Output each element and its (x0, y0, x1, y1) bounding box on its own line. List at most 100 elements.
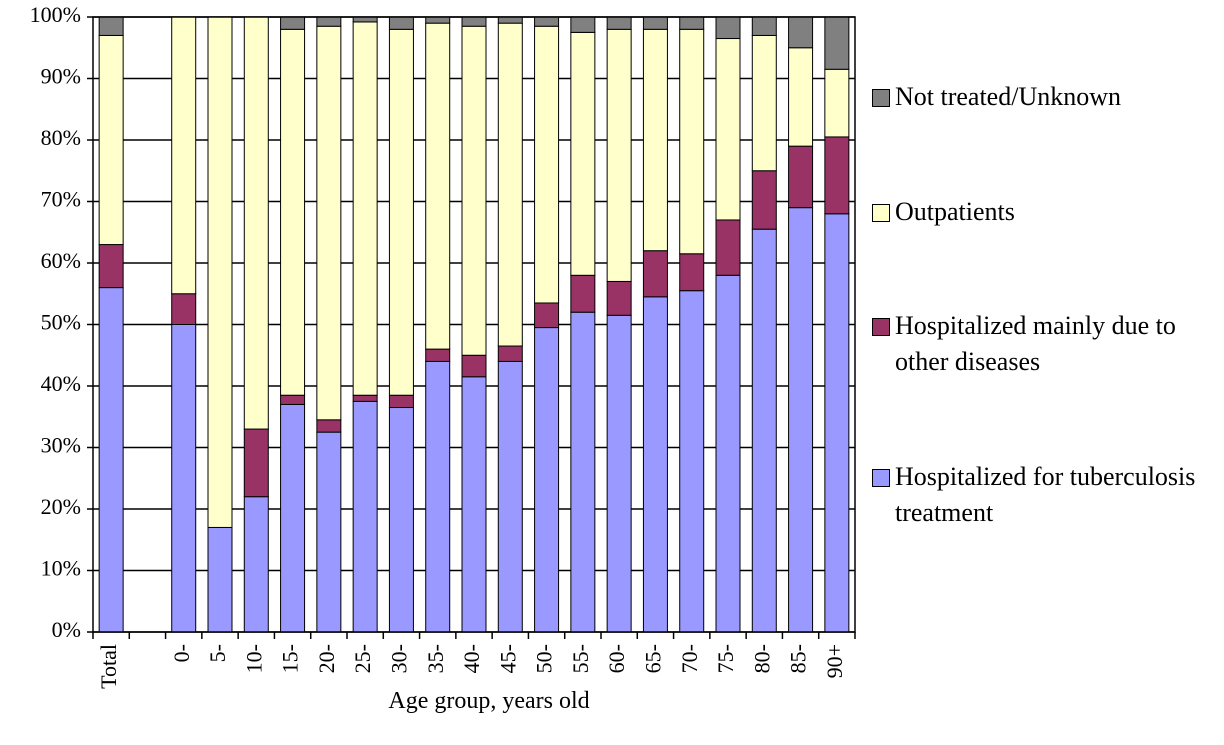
plot-frame (92, 16, 856, 633)
bar-segment (171, 324, 197, 633)
bar-segment (388, 16, 414, 30)
bar-segment (171, 16, 197, 295)
bar-segment (98, 244, 124, 289)
bar-segment (679, 16, 705, 30)
bar-segment (824, 16, 850, 70)
bar-segment (497, 22, 523, 347)
legend-swatch (872, 318, 890, 337)
bar-segment (316, 25, 342, 421)
bar-segment (243, 428, 269, 498)
bar-segment (497, 345, 523, 362)
x-tick-label: 65- (640, 644, 665, 673)
bar-segment (280, 28, 306, 396)
bar-segment (98, 16, 124, 36)
x-tick-label: 60- (604, 644, 629, 673)
bar-segment (425, 16, 451, 24)
bar-segment (824, 136, 850, 215)
bar-segment (316, 16, 342, 27)
bar-segment (606, 16, 632, 30)
bar-segment (534, 16, 560, 27)
legend: Not treated/Unknown Outpatients Hospitaliz… (872, 40, 1217, 570)
bar-segment (570, 31, 596, 276)
legend-item: Hospitalized for tuberculosis treatment (872, 459, 1217, 531)
legend-swatch (872, 468, 890, 487)
bar-segment (570, 274, 596, 313)
bar-segment (715, 38, 741, 221)
bar-segment (642, 16, 668, 30)
bar-segment (461, 16, 487, 27)
bar-segment (425, 22, 451, 350)
bar-segment (642, 28, 668, 252)
bar-segment (788, 16, 814, 49)
bar-segment (352, 21, 378, 396)
x-tick-label: Total (96, 644, 121, 689)
bar-segment (425, 360, 451, 633)
x-axis-title: Age group, years old (388, 688, 589, 714)
bar-segment (570, 16, 596, 33)
x-tick-label: 5- (205, 644, 230, 662)
bar-segment (352, 400, 378, 633)
bar-segment (243, 496, 269, 633)
bar-segment (788, 47, 814, 147)
bar-segment (388, 28, 414, 396)
y-tick-label: 30% (41, 433, 81, 458)
bar-segment (461, 354, 487, 378)
x-tick-label: 25- (350, 644, 375, 673)
bar-segment (606, 28, 632, 282)
bar-segment (534, 327, 560, 633)
bar-segment (824, 68, 850, 138)
bar-segment (280, 403, 306, 633)
bar-segment (280, 16, 306, 30)
x-tick-label: 50- (532, 644, 557, 673)
y-tick-label: 20% (41, 494, 81, 519)
bar-segment (425, 348, 451, 362)
bar-segment (461, 376, 487, 633)
legend-item: Hospitalized mainly due to other disease… (872, 308, 1217, 380)
x-tick-label: 85- (786, 644, 811, 673)
legend-label: Hospitalized for tuberculosis treatment (895, 461, 1196, 527)
bar-segment (642, 296, 668, 633)
x-tick-label: 90+ (822, 644, 847, 678)
bar-segment (98, 287, 124, 633)
x-tick-label: 30- (386, 644, 411, 673)
bar-segment (679, 290, 705, 633)
x-tick-label: 15- (278, 644, 303, 673)
bar-segment (497, 360, 523, 633)
x-tick-label: 70- (677, 644, 702, 673)
legend-label: Not treated/Unknown (895, 82, 1122, 112)
y-tick-label: 50% (41, 310, 81, 335)
x-tick-label: 10- (241, 644, 266, 673)
bar-segment (642, 250, 668, 298)
bar-segment (788, 145, 814, 209)
y-tick-label: 100% (30, 2, 81, 27)
x-tick-label: 80- (749, 644, 774, 673)
legend-label: Hospitalized mainly due to other disease… (895, 311, 1176, 377)
legend-swatch (872, 89, 890, 108)
x-tick-label: 55- (568, 644, 593, 673)
bar-segment (679, 253, 705, 292)
bar-segment (715, 219, 741, 276)
bar-segment (751, 16, 777, 36)
x-tick-label: 20- (314, 644, 339, 673)
legend-swatch (872, 203, 890, 222)
bar-segment (751, 34, 777, 172)
x-tick-label: 0- (169, 644, 194, 662)
bar-segment (606, 314, 632, 633)
bar-segment (715, 16, 741, 40)
bar-segment (207, 16, 233, 528)
x-tick-label: 45- (495, 644, 520, 673)
bar-segment (824, 213, 850, 633)
legend-item: Outpatients (872, 194, 1217, 230)
bar-segment (497, 16, 523, 24)
y-tick-label: 80% (41, 125, 81, 150)
bar-segment (751, 228, 777, 633)
bar-segment (171, 293, 197, 325)
x-tick-label: 75- (713, 644, 738, 673)
y-tick-label: 70% (41, 187, 81, 212)
y-tick-label: 10% (41, 556, 81, 581)
y-tick-label: 0% (52, 617, 81, 642)
bar-segment (788, 207, 814, 633)
bar-segment (388, 407, 414, 633)
